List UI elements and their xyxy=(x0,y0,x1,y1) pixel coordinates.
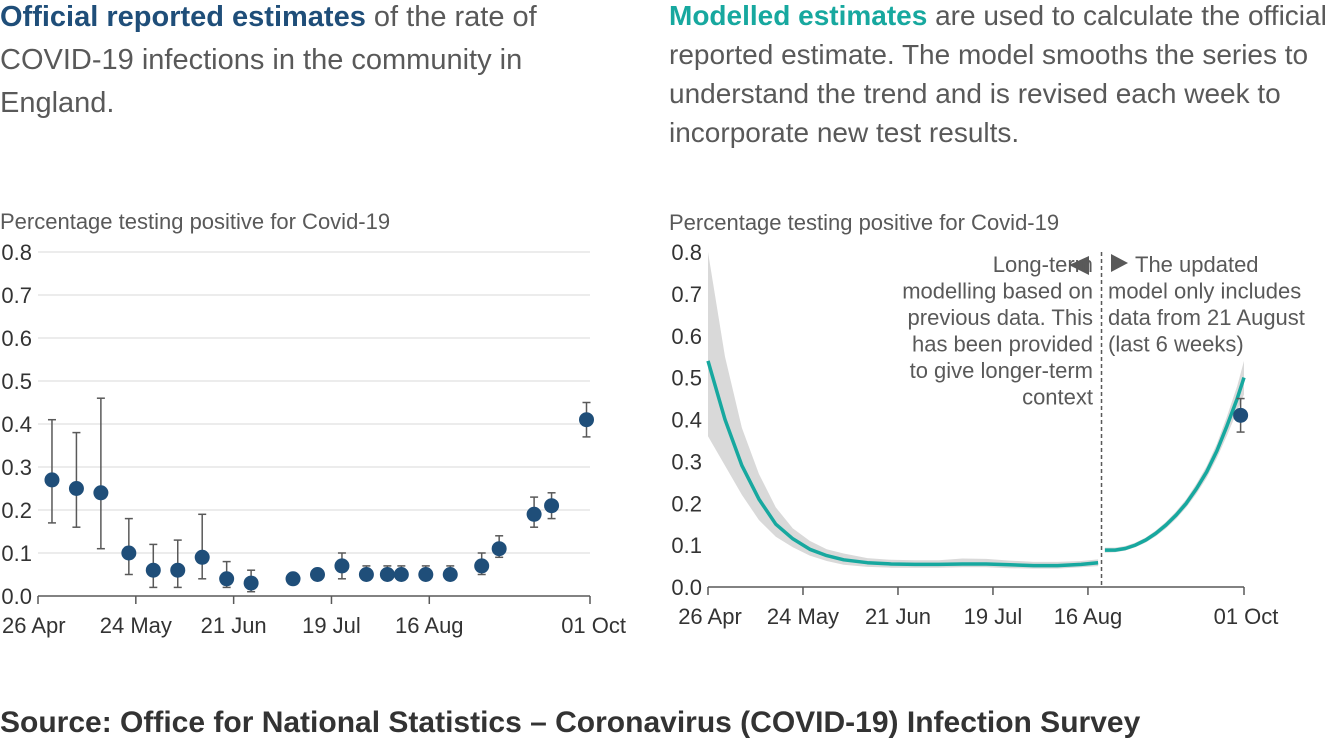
chart1-data-point xyxy=(442,567,458,582)
chart1-data-point xyxy=(379,567,395,582)
chart1-x-tick-label: 24 May xyxy=(100,613,172,638)
chart1-y-tick-label: 0.1 xyxy=(1,541,32,566)
chart2-y-tick-label: 0.4 xyxy=(671,408,702,433)
chart1-data-point xyxy=(309,567,325,582)
annotation-right-line: data from 21 August xyxy=(1108,305,1305,330)
chart1-data-point xyxy=(93,485,109,501)
right-heading-highlight: Modelled estimates xyxy=(669,0,928,31)
right-heading-rest: are used to calculate the official repor… xyxy=(669,0,1327,148)
left-heading: Official reported estimates of the rate … xyxy=(0,0,620,125)
chart1-data-point xyxy=(121,545,137,561)
chart2-model-line xyxy=(706,360,1099,568)
chart1-y-tick-label: 0.3 xyxy=(1,455,32,480)
chart2-x-tick-label: 01 Oct xyxy=(1214,604,1279,629)
chart1-data-point xyxy=(418,567,434,582)
annotation-left-line: previous data. This xyxy=(908,305,1093,330)
chart2-model-line xyxy=(1104,377,1246,552)
chart2-y-tick-label: 0.3 xyxy=(671,449,702,474)
chart1-data-point xyxy=(170,562,186,578)
left-heading-highlight: Official reported estimates xyxy=(0,1,366,33)
chart1-y-tick-label: 0.6 xyxy=(1,326,32,351)
annotation-left-line: context xyxy=(1022,385,1093,410)
chart1-data-point xyxy=(243,575,259,591)
left-arrow-icon xyxy=(1069,256,1089,275)
charts-canvas: Percentage testing positive for Covid-19… xyxy=(0,209,1305,638)
chart1-data-point xyxy=(285,571,301,587)
left-heading-rest: of the rate of COVID-19 infections in th… xyxy=(0,1,537,119)
chart1-data-point xyxy=(68,481,84,496)
chart2-data-point xyxy=(1233,407,1249,423)
chart1-y-axis-title: Percentage testing positive for Covid-19 xyxy=(0,209,390,234)
chart1-data-point xyxy=(145,562,161,578)
chart1-data-point xyxy=(544,498,560,514)
chart1-y-tick-label: 0.2 xyxy=(1,498,32,523)
chart2-y-axis-title: Percentage testing positive for Covid-19 xyxy=(669,210,1059,235)
chart1-data-point xyxy=(393,567,409,582)
annotation-left-line: modelling based on xyxy=(902,279,1093,304)
chart1-x-tick-label: 01 Oct xyxy=(561,613,626,638)
chart1-data-point xyxy=(474,558,490,574)
chart2-x-tick-label: 19 Jul xyxy=(964,604,1023,629)
chart1-data-point xyxy=(491,541,507,557)
chart1-data-point xyxy=(44,472,60,488)
chart1-y-tick-label: 0.7 xyxy=(1,283,32,308)
chart2-y-tick-label: 0.2 xyxy=(671,491,702,516)
chart1-y-tick-label: 0.0 xyxy=(1,584,32,609)
chart2-x-tick-label: 26 Apr xyxy=(678,604,742,629)
chart1-data-point xyxy=(526,506,542,522)
chart1-x-tick-label: 26 Apr xyxy=(2,613,66,638)
annotation-right-line: The updated xyxy=(1135,252,1259,277)
chart2-x-tick-label: 24 May xyxy=(767,604,839,629)
chart2-y-tick-label: 0.5 xyxy=(671,366,702,391)
chart2-y-tick-label: 0.7 xyxy=(671,282,702,307)
chart1-y-tick-label: 0.4 xyxy=(1,412,32,437)
right-arrow-icon xyxy=(1111,254,1128,272)
source-note: Source: Office for National Statistics –… xyxy=(0,706,1141,739)
chart1-x-tick-label: 19 Jul xyxy=(302,613,361,638)
chart1-x-tick-label: 21 Jun xyxy=(201,613,267,638)
annotation-left-line: Long-term xyxy=(993,252,1093,277)
right-heading: Modelled estimates are used to calculate… xyxy=(669,0,1329,152)
annotation-left-line: has been provided xyxy=(912,332,1093,357)
annotation-right-line: model only includes xyxy=(1108,279,1301,304)
chart1-data-point xyxy=(219,571,235,587)
annotation-left-line: to give longer-term xyxy=(910,358,1093,383)
chart2-y-tick-label: 0.8 xyxy=(671,240,702,265)
chart2-y-tick-label: 0.6 xyxy=(671,324,702,349)
chart1-y-tick-label: 0.8 xyxy=(1,240,32,265)
chart1-y-tick-label: 0.5 xyxy=(1,369,32,394)
chart2-x-tick-label: 21 Jun xyxy=(865,604,931,629)
annotation-right-line: (last 6 weeks) xyxy=(1108,332,1244,357)
chart1-data-point xyxy=(579,412,595,428)
chart1-data-point xyxy=(194,549,210,565)
chart1-x-tick-label: 16 Aug xyxy=(395,613,464,638)
chart2-y-tick-label: 0.1 xyxy=(671,533,702,558)
chart1-data-point xyxy=(358,567,374,582)
chart2-x-tick-label: 16 Aug xyxy=(1054,604,1123,629)
chart2-confidence-band xyxy=(1104,360,1244,553)
chart1-data-point xyxy=(334,558,350,574)
chart2-y-tick-label: 0.0 xyxy=(671,575,702,600)
